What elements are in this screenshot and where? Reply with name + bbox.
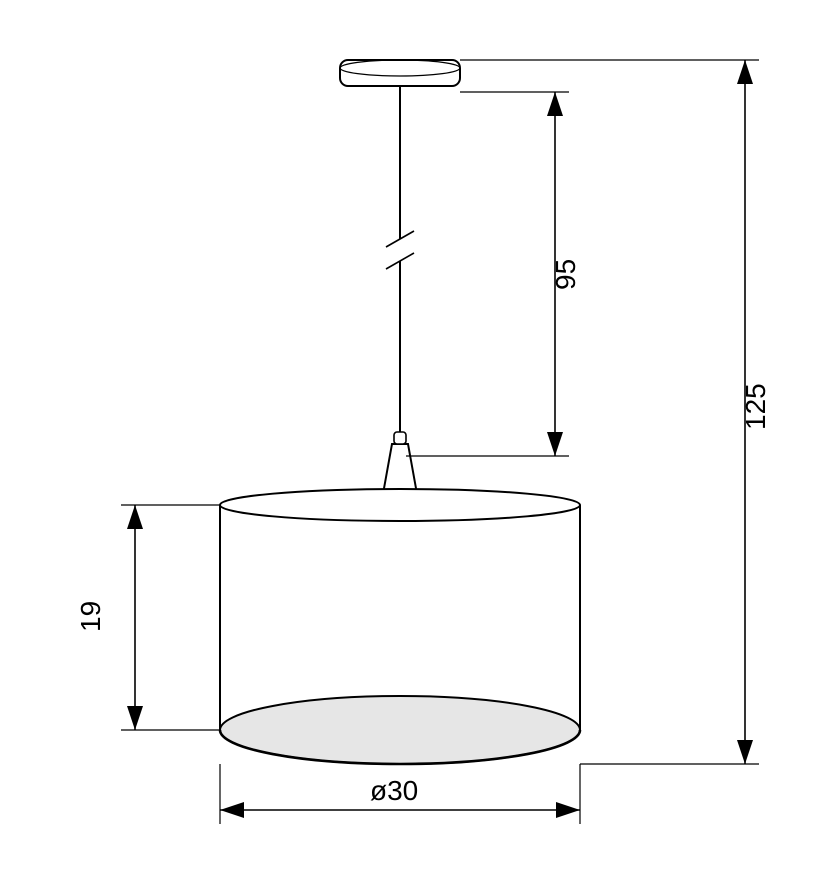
shade-top-rim — [220, 489, 580, 521]
ceiling-canopy — [340, 60, 460, 86]
pendant-lamp-dimension-drawing: ø30 19 95 125 — [0, 0, 828, 886]
dimension-arrowhead — [127, 505, 143, 529]
dim-total-height-label: 125 — [740, 383, 771, 430]
dim-diameter-label: ø30 — [370, 775, 418, 806]
dimension-arrowhead — [737, 740, 753, 764]
dimension-arrowhead — [547, 432, 563, 456]
dimension-arrowhead — [556, 802, 580, 818]
dim-shade-height-label: 19 — [75, 601, 106, 632]
dimension-arrowhead — [220, 802, 244, 818]
cable-ferrule — [394, 432, 406, 444]
dim-cable-length-label: 95 — [550, 259, 581, 290]
dimension-arrowhead — [547, 92, 563, 116]
dimension-arrowhead — [737, 60, 753, 84]
dimension-arrowhead — [127, 706, 143, 730]
